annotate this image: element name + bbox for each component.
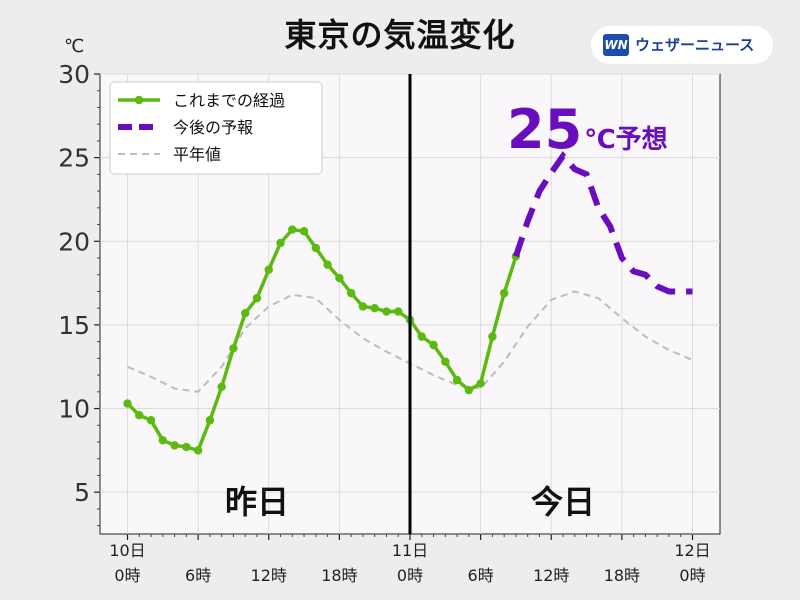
observed-point (464, 385, 474, 395)
legend-swatch-marker (134, 95, 144, 105)
observed-point (452, 375, 462, 385)
x-tick-label-hour: 6時 (185, 566, 211, 585)
y-axis-ticks: 5 10 15 20 25 30 (58, 60, 100, 527)
observed-point (252, 293, 262, 303)
forecast-max-value: 25 (507, 98, 582, 161)
legend-label: 平年値 (173, 145, 221, 164)
observed-point (346, 288, 356, 298)
x-tick-label-hour: 0時 (114, 566, 140, 585)
y-tick-label: 20 (58, 227, 90, 256)
x-tick-label-hour: 12時 (251, 566, 287, 585)
observed-point (476, 379, 485, 388)
observed-point (135, 411, 144, 420)
y-tick-label: 15 (58, 311, 90, 340)
observed-point (417, 332, 426, 341)
weathernews-logo: WN ウェザーニュース (591, 26, 773, 64)
observed-series (123, 225, 521, 455)
observed-point (370, 303, 379, 313)
forecast-annotation: 25℃予想 (507, 98, 668, 161)
observed-point (382, 307, 391, 316)
observed-point (182, 442, 191, 452)
chart-title: 東京の気温変化 (284, 16, 516, 54)
x-tick-label-date: 11日 (392, 541, 428, 560)
logo-text: ウェザーニュース (635, 36, 755, 54)
observed-point (429, 340, 438, 350)
observed-point (146, 416, 156, 425)
observed-point (488, 332, 497, 341)
observed-point (193, 446, 203, 455)
observed-point (276, 238, 285, 248)
observed-point (123, 399, 132, 408)
observed-point (170, 441, 179, 450)
observed-point (323, 260, 332, 269)
x-tick-label-date: 10日 (109, 541, 145, 560)
x-tick-label-hour: 18時 (604, 566, 640, 585)
observed-point (499, 288, 509, 298)
observed-line (126, 227, 518, 453)
y-tick-label: 5 (74, 478, 90, 507)
x-tick-label-hour: 6時 (468, 566, 494, 585)
y-tick-label: 10 (58, 395, 90, 424)
x-tick-label-hour: 0時 (397, 566, 423, 585)
x-tick-label-hour: 0時 (679, 566, 705, 585)
observed-point (335, 273, 344, 283)
weathernews-mark-icon: WN (603, 34, 629, 56)
observed-point (264, 265, 273, 274)
observed-point (229, 344, 238, 353)
forecast-series (513, 151, 693, 295)
observed-point (241, 309, 250, 318)
legend-label: 今後の予報 (173, 118, 253, 137)
forecast-line (513, 151, 693, 295)
forecast-max-label: 25℃予想 (507, 98, 668, 161)
day-labels: 昨日 今日 (225, 483, 595, 521)
y-tick-label: 25 (58, 144, 90, 173)
observed-point (441, 357, 450, 366)
observed-point (288, 225, 297, 234)
observed-point (217, 382, 226, 391)
observed-point (158, 436, 168, 445)
observed-point (205, 416, 215, 425)
legend-label: これまでの経過 (173, 91, 285, 110)
day-label: 今日 (531, 483, 595, 521)
observed-point (311, 243, 321, 253)
y-axis-unit: ℃ (64, 36, 85, 57)
observed-point (394, 307, 403, 316)
x-tick-label-date: 12日 (674, 541, 710, 560)
forecast-max-suffix: ℃予想 (584, 125, 668, 155)
observed-point (299, 227, 309, 236)
x-axis-ticks: 10日 0時 6時 12時 18時 11日 0時 6時 12時 18時 12日 0時 (109, 534, 711, 585)
x-tick-label-hour: 12時 (533, 566, 569, 585)
legend-box (109, 81, 323, 175)
y-tick-label: 30 (58, 60, 90, 89)
x-tick-label-hour: 18時 (321, 566, 357, 585)
observed-point (358, 302, 368, 311)
day-label: 昨日 (225, 483, 289, 521)
